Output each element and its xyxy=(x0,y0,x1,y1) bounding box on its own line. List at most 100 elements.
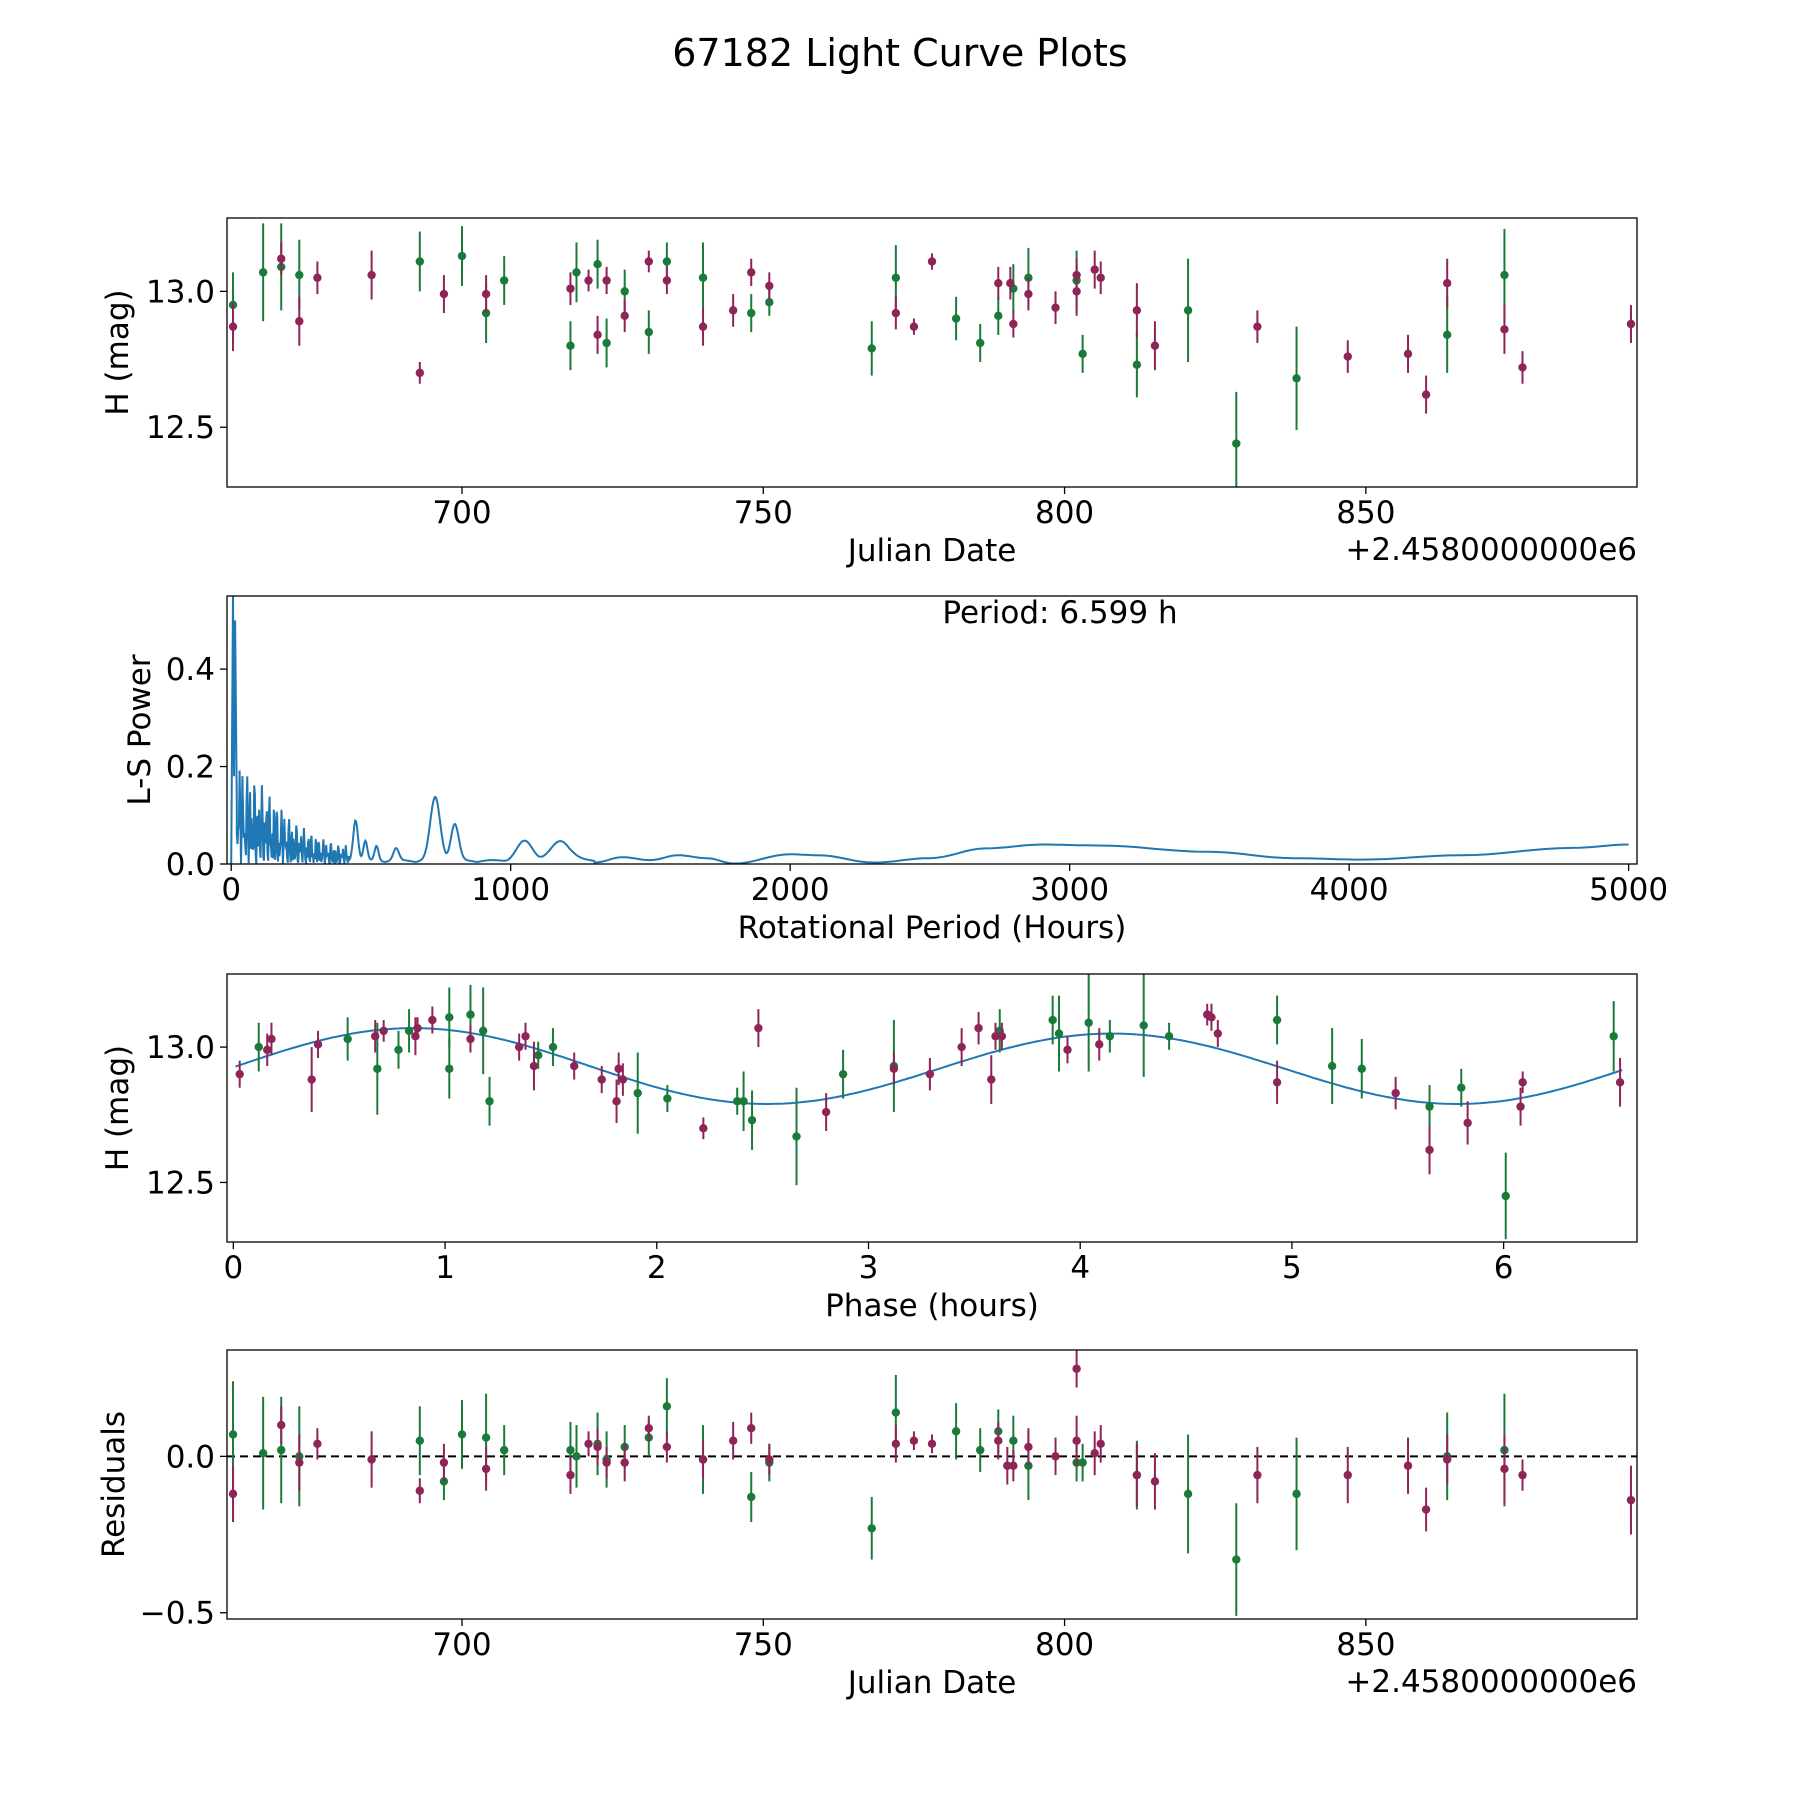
data-point xyxy=(951,296,961,341)
marker xyxy=(1253,322,1262,331)
data-point xyxy=(1343,1446,1352,1504)
marker xyxy=(457,1430,467,1439)
data-point xyxy=(1518,351,1527,384)
marker xyxy=(295,270,304,280)
data-point xyxy=(698,1440,708,1479)
data-point xyxy=(254,1022,263,1072)
data-point xyxy=(1024,1428,1033,1466)
panel-phased: 0 1 2 3 4 5 6 12.5 13.0 Phase (hours) H (mag) xyxy=(100,973,1638,1324)
data-point xyxy=(1425,1084,1434,1129)
data-point xyxy=(1626,304,1636,343)
marker xyxy=(277,254,286,263)
marker xyxy=(662,1442,672,1452)
data-point xyxy=(1500,304,1509,354)
data-point xyxy=(867,321,876,376)
data-point xyxy=(1090,1431,1099,1476)
marker xyxy=(867,1524,876,1533)
data-point xyxy=(644,310,653,354)
marker xyxy=(478,1026,488,1036)
data-point xyxy=(1626,1465,1636,1535)
marker xyxy=(1183,306,1193,315)
data-point xyxy=(235,1060,244,1088)
marker xyxy=(957,1042,966,1052)
marker xyxy=(1003,1461,1012,1470)
marker xyxy=(1072,1436,1081,1445)
marker xyxy=(662,276,672,285)
data-point xyxy=(404,1009,414,1053)
marker xyxy=(1150,341,1160,350)
data-point xyxy=(263,1033,272,1067)
data-point xyxy=(698,242,708,314)
marker xyxy=(994,1436,1003,1445)
data-point xyxy=(618,1063,628,1096)
data-point xyxy=(1518,1071,1527,1094)
data-point xyxy=(1292,326,1301,430)
marker xyxy=(548,1042,558,1052)
data-point xyxy=(1327,1028,1337,1104)
data-point xyxy=(974,1011,983,1045)
marker xyxy=(976,1445,985,1455)
marker xyxy=(566,284,575,293)
marker xyxy=(991,1032,1000,1041)
marker xyxy=(1132,1470,1142,1480)
data-point xyxy=(367,1431,376,1488)
data-point xyxy=(439,275,449,314)
data-point xyxy=(1232,1503,1241,1616)
data-point xyxy=(1132,283,1142,338)
data-point xyxy=(747,1090,757,1150)
marker xyxy=(481,289,491,299)
marker xyxy=(1078,349,1087,359)
data-point xyxy=(1391,1076,1400,1110)
marker xyxy=(521,1032,530,1041)
data-point xyxy=(994,266,1003,300)
data-point xyxy=(1183,258,1193,363)
data-point xyxy=(1051,291,1060,324)
data-point xyxy=(1232,391,1241,487)
marker xyxy=(614,1064,623,1073)
marker xyxy=(1518,1470,1527,1480)
data-point xyxy=(1272,1060,1282,1104)
marker xyxy=(765,298,774,307)
data-point xyxy=(1609,1001,1618,1072)
x-offset-text: +2.4580000000e6 xyxy=(1345,1664,1637,1700)
marker xyxy=(620,311,629,321)
x-axis-label: Julian Date xyxy=(846,533,1017,569)
data-point xyxy=(370,1020,380,1053)
data-point xyxy=(566,1456,575,1494)
marker xyxy=(1457,1083,1466,1092)
marker xyxy=(1213,1029,1223,1038)
marker xyxy=(367,1455,376,1464)
marker xyxy=(367,270,376,280)
marker xyxy=(1150,1477,1160,1486)
marker xyxy=(1048,1015,1057,1025)
x-tick-label: 2000 xyxy=(751,872,830,908)
marker xyxy=(1442,1455,1452,1464)
data-point xyxy=(1207,1003,1216,1031)
data-point xyxy=(1164,1022,1174,1050)
marker xyxy=(415,368,425,378)
data-point xyxy=(620,1443,629,1482)
marker xyxy=(1024,1461,1033,1470)
data-point xyxy=(747,1412,756,1444)
data-point xyxy=(415,231,425,292)
marker xyxy=(258,268,268,277)
series-purple xyxy=(228,242,1636,414)
marker xyxy=(909,322,919,331)
data-point xyxy=(1003,1446,1012,1485)
data-point xyxy=(481,275,491,314)
x-tick-label: 4000 xyxy=(1310,872,1389,908)
marker xyxy=(597,1075,606,1084)
marker xyxy=(1090,265,1099,274)
x-tick-label: 5 xyxy=(1282,1250,1302,1286)
marker xyxy=(445,1064,454,1073)
marker xyxy=(1500,270,1509,280)
data-point xyxy=(258,223,268,322)
marker xyxy=(277,1445,286,1455)
marker xyxy=(566,1470,575,1480)
data-point xyxy=(379,1020,388,1042)
data-point xyxy=(1442,296,1452,373)
data-point xyxy=(572,242,581,303)
marker xyxy=(1063,1045,1072,1054)
marker xyxy=(295,317,304,326)
